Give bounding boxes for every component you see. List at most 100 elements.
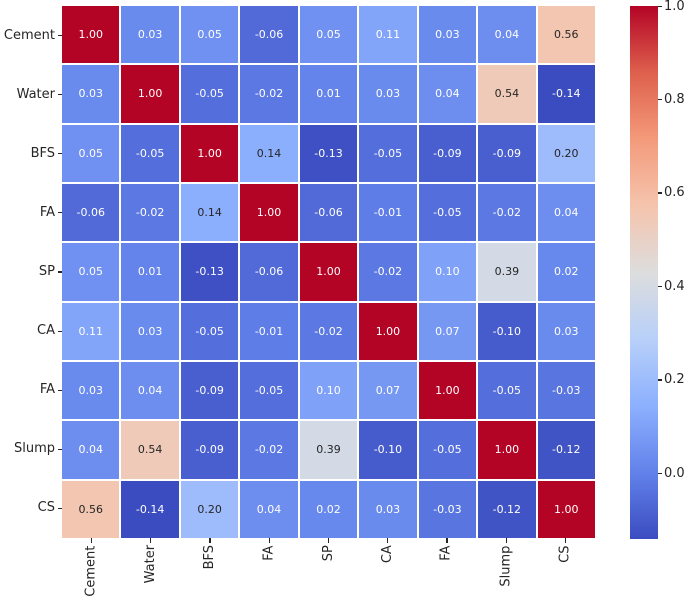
cell-value: 0.03 [375, 87, 401, 101]
heatmap-cell: 0.07 [359, 361, 417, 420]
x-axis-label: Cement [83, 545, 99, 597]
heatmap-cell: -0.05 [180, 302, 239, 360]
heatmap-cell: -0.09 [180, 421, 239, 479]
cell-value: 1.00 [256, 206, 282, 220]
heatmap-cell: -0.09 [418, 124, 477, 182]
cell-value: -0.14 [552, 87, 581, 101]
y-axis-label: Water [16, 86, 55, 102]
heatmap-cell: -0.02 [478, 183, 536, 242]
cell-value: 0.56 [78, 502, 103, 516]
cell-value: -0.13 [314, 146, 343, 160]
cell-value: -0.06 [254, 28, 284, 42]
cell-value: 0.56 [554, 28, 579, 42]
cell-value: -0.05 [433, 206, 462, 220]
cell-value: 0.04 [78, 443, 103, 457]
heatmap-cell: -0.05 [240, 361, 298, 420]
heatmap-cell: 0.14 [240, 124, 298, 182]
heatmap-cell: 1.00 [180, 124, 239, 182]
heatmap-cell: -0.06 [62, 183, 120, 242]
cell-value: 0.04 [435, 87, 460, 101]
cell-value: 0.07 [435, 324, 460, 338]
colorbar-gradient [630, 6, 658, 539]
cell-value: 0.01 [137, 265, 163, 279]
x-axis-tick [209, 538, 211, 543]
colorbar-tick [658, 472, 662, 475]
colorbar-tick [658, 6, 662, 8]
x-axis-label: CS [557, 544, 573, 563]
heatmap-cell: 1.00 [418, 361, 477, 420]
heatmap-cell: -0.10 [478, 302, 536, 360]
x-axis-label: FA [438, 545, 454, 561]
y-axis-label: CS [37, 500, 55, 516]
colorbar-tick [658, 285, 662, 288]
y-axis-label: Cement [3, 27, 55, 43]
heatmap-cell: 0.05 [299, 6, 358, 64]
cell-value: 0.07 [375, 384, 401, 398]
heatmap-cell: 0.03 [418, 6, 477, 64]
heatmap-cell: -0.14 [121, 480, 179, 538]
x-axis-tick [564, 538, 566, 543]
heatmap-cell: 1.00 [121, 65, 179, 123]
heatmap-cell: 0.07 [418, 302, 477, 360]
colorbar-tick [658, 192, 662, 194]
heatmap-cell: -0.06 [240, 243, 298, 301]
cell-value: -0.05 [433, 443, 462, 457]
cell-value: 1.00 [316, 265, 341, 279]
cell-value: -0.05 [492, 384, 522, 398]
heatmap-cell: 0.03 [121, 302, 179, 360]
x-axis-label: Water [142, 544, 158, 584]
cell-value: 0.02 [554, 265, 579, 279]
x-axis-label: SP [320, 545, 336, 562]
heatmap-cell: -0.05 [418, 183, 477, 242]
heatmap-cell: 0.56 [62, 480, 120, 538]
cell-value: 0.02 [316, 502, 341, 516]
colorbar-tick-label: 0.0 [664, 465, 685, 481]
heatmap-cell: 0.20 [180, 480, 239, 538]
heatmap-cell: 0.01 [121, 243, 179, 301]
colorbar-tick-label: 0.8 [664, 91, 685, 107]
heatmap-cell: -0.13 [180, 243, 239, 301]
heatmap-cell: -0.14 [537, 65, 595, 123]
heatmap-cell: -0.02 [121, 183, 179, 242]
x-axis-label: BFS [202, 544, 218, 570]
heatmap-cell: -0.05 [121, 124, 179, 182]
cell-value: 0.11 [375, 28, 401, 42]
y-axis-label: CA [37, 322, 55, 338]
y-axis-label: FA [39, 204, 55, 220]
cell-value: 1.00 [78, 28, 103, 42]
heatmap-cell: 1.00 [62, 6, 120, 64]
x-axis-tick [91, 538, 93, 543]
cell-value: -0.06 [314, 206, 343, 220]
heatmap-cell: 0.03 [62, 65, 120, 123]
cell-value: -0.10 [373, 443, 403, 457]
x-axis-label: CA [379, 545, 395, 564]
y-axis-tick [57, 153, 62, 155]
cell-value: -0.01 [254, 324, 284, 338]
heatmap-cell: 0.11 [359, 6, 417, 64]
cell-value: -0.13 [195, 265, 224, 279]
heatmap-cell: 0.11 [62, 302, 120, 360]
cell-value: 0.01 [316, 87, 341, 101]
cell-value: 0.54 [137, 443, 163, 457]
heatmap-cell: -0.05 [359, 124, 417, 182]
y-axis-tick [57, 271, 62, 273]
cell-value: -0.09 [195, 384, 224, 398]
cell-value: 0.14 [256, 146, 282, 160]
cell-value: -0.01 [373, 206, 403, 220]
cell-value: -0.10 [492, 324, 522, 338]
heatmap-cell: -0.09 [478, 124, 536, 182]
y-axis-label: FA [39, 382, 55, 398]
heatmap-cell: 1.00 [359, 302, 417, 360]
cell-value: 0.05 [316, 28, 341, 42]
heatmap-cell: 0.05 [62, 243, 120, 301]
heatmap-cell: -0.02 [240, 421, 298, 479]
cell-value: -0.09 [492, 146, 522, 160]
heatmap-cell: 0.14 [180, 183, 239, 242]
cell-value: -0.05 [254, 384, 284, 398]
cell-value: 0.39 [316, 443, 341, 457]
heatmap-cell: 0.10 [299, 361, 358, 420]
cell-value: -0.03 [552, 384, 581, 398]
cell-value: 0.03 [78, 87, 103, 101]
heatmap-cell: 0.03 [359, 65, 417, 123]
